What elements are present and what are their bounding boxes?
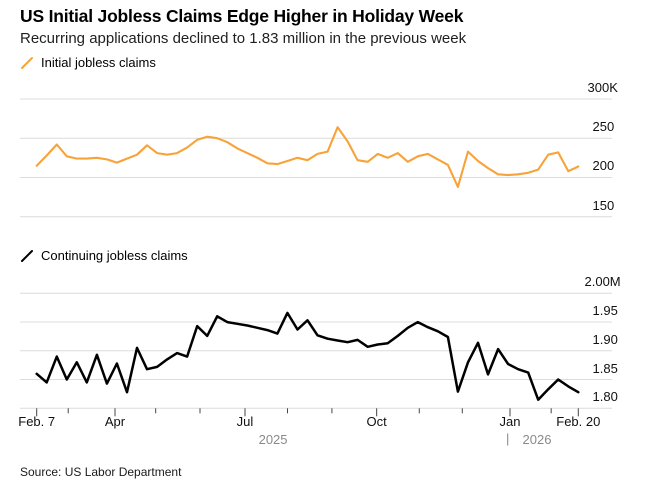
x-tick-label: Jan: [499, 414, 521, 429]
year-label: 2026: [522, 432, 552, 447]
y-tick-label: 1.80: [592, 389, 618, 405]
year-label: 2025: [258, 432, 288, 447]
y-tick-label: 1.85: [592, 360, 618, 376]
y-tick-label: 1.95: [592, 303, 618, 319]
x-tick-label: Jul: [236, 414, 254, 429]
y-tick-label: 2.00M: [584, 274, 621, 290]
initial-claims-line: [35, 126, 580, 188]
x-tick-label: Feb. 20: [556, 414, 601, 429]
y-tick-label: 300K: [587, 80, 618, 95]
page-subtitle: Recurring applications declined to 1.83 …: [20, 30, 467, 47]
x-tick-label: Apr: [104, 414, 126, 429]
x-tick-label: Feb. 7: [18, 414, 56, 429]
legend-initial-claims: Initial jobless claims: [20, 55, 156, 70]
source-note: Source: US Labor Department: [20, 465, 182, 479]
legend-continuing-claims: Continuing jobless claims: [20, 248, 188, 263]
year-separator: |: [505, 431, 510, 446]
orange-slash-icon: [21, 56, 33, 69]
y-tick-label: 250: [592, 119, 615, 135]
y-tick-label: 150: [592, 197, 615, 213]
continuing-claims-line: [35, 311, 580, 401]
black-slash-icon: [21, 249, 33, 262]
y-tick-label: 1.90: [592, 331, 618, 347]
page-title: US Initial Jobless Claims Edge Higher in…: [20, 6, 464, 26]
legend-continuing-claims-label: Continuing jobless claims: [41, 248, 188, 263]
legend-initial-claims-label: Initial jobless claims: [41, 55, 156, 70]
x-tick-label: Oct: [366, 414, 387, 429]
y-tick-label: 200: [592, 158, 615, 174]
